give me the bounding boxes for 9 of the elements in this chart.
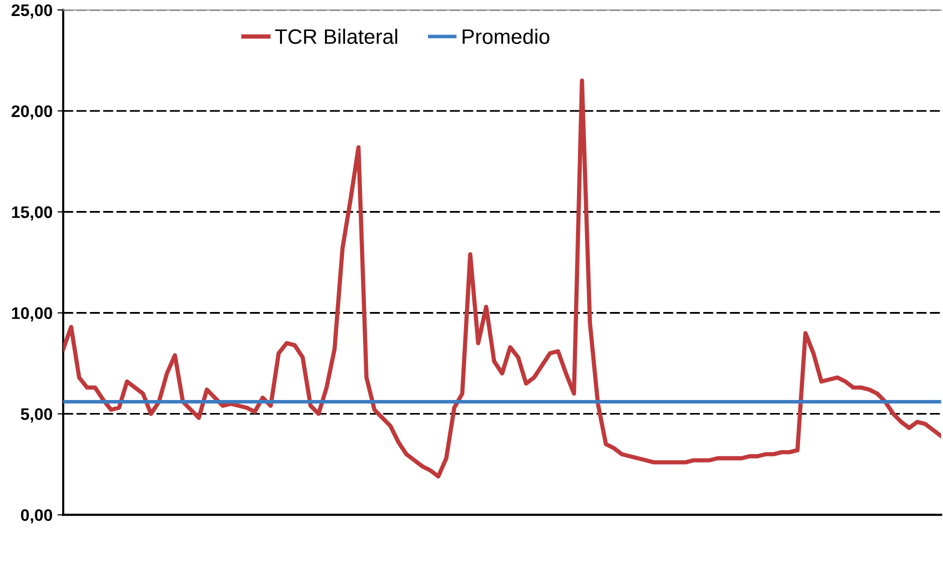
y-tick-label: 20,00 — [12, 105, 52, 120]
y-tick-label: 15,00 — [12, 206, 52, 221]
line-series — [63, 78, 942, 479]
legend-label: TCR Bilateral — [275, 28, 398, 44]
y-tick-label: 5,00 — [20, 408, 52, 422]
legend-label: Promedio — [462, 28, 550, 44]
y-tick-label: 0,00 — [20, 509, 52, 524]
y-tick-label: 25,00 — [12, 4, 52, 19]
y-tick-label: 10,00 — [12, 307, 52, 322]
